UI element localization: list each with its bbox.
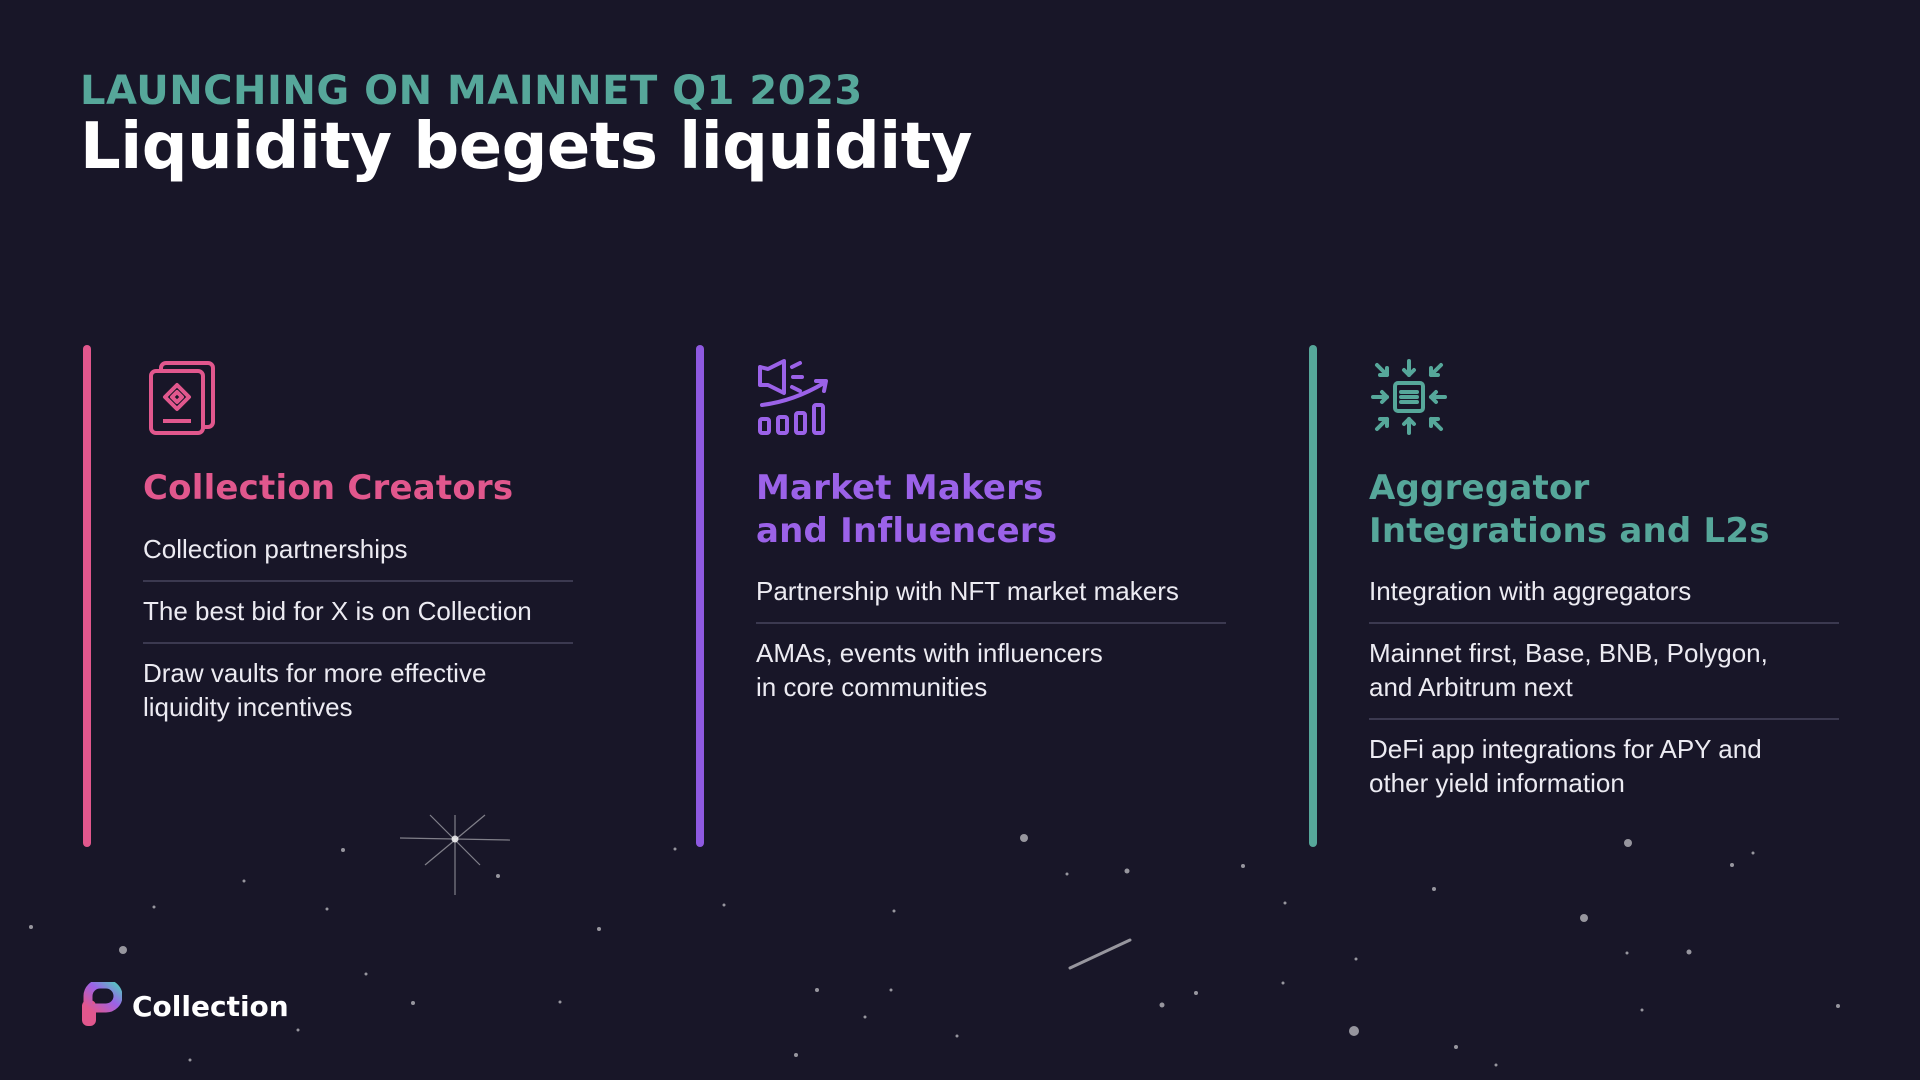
accent-bar (83, 345, 91, 847)
collection-logo-icon (82, 982, 122, 1026)
header-eyebrow: LAUNCHING ON MAINNET Q1 2023 (80, 68, 863, 114)
list-item: Integration with aggregators (1369, 562, 1839, 624)
list-item: The best bid for X is on Collection (143, 582, 573, 644)
document-diamond-icon (149, 361, 215, 435)
list-item: Partnership with NFT market makers (756, 562, 1226, 624)
column-heading: Collection Creators (143, 468, 514, 508)
list-item: AMAs, events with influencers in core co… (756, 638, 1103, 702)
item-list: Collection partnerships The best bid for… (143, 520, 573, 738)
item-list: Integration with aggregators Mainnet fir… (1369, 562, 1839, 814)
list-item: Mainnet first, Base, BNB, Polygon, and A… (1369, 624, 1839, 720)
column-aggregator-integrations: Aggregator Integrations and L2s Integrat… (1309, 345, 1869, 847)
column-collection-creators: Collection Creators Collection partnersh… (83, 345, 643, 847)
list-item: Collection partnerships (143, 520, 573, 582)
list-item: DeFi app integrations for APY and other … (1369, 734, 1762, 798)
brand-name: Collection (132, 990, 289, 1023)
column-market-makers: Market Makers and Influencers Partnershi… (696, 345, 1256, 847)
item-list: Partnership with NFT market makers AMAs,… (756, 562, 1226, 718)
accent-bar (696, 345, 704, 847)
list-item: Draw vaults for more effective liquidity… (143, 658, 487, 722)
column-heading: Aggregator Integrations and L2s (1369, 468, 1770, 551)
aggregate-arrows-icon (1371, 359, 1447, 435)
column-heading: Market Makers and Influencers (756, 468, 1058, 551)
megaphone-growth-icon (758, 359, 828, 435)
page-title: Liquidity begets liquidity (80, 110, 973, 184)
accent-bar (1309, 345, 1317, 847)
